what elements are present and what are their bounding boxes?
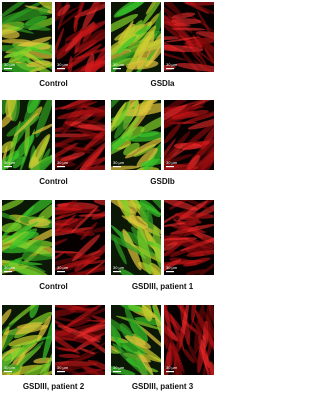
red-channel-image — [164, 200, 214, 275]
merged-image — [111, 100, 161, 170]
scale-bar-label: 30 µm — [4, 62, 16, 67]
panel-label: GSDIII, patient 3 — [132, 382, 194, 391]
red-channel-image — [164, 100, 214, 170]
red-channel-image — [55, 305, 105, 375]
red-channel-image — [55, 100, 105, 170]
scale-bar-label: 30 µm — [113, 160, 125, 165]
merged-image — [111, 200, 161, 275]
merged-image — [111, 305, 161, 375]
scale-bar-label: 30 µm — [113, 62, 125, 67]
panel-label: Control — [39, 79, 67, 88]
scale-bar-label: 30 µm — [4, 160, 16, 165]
panel-label: GSDIb — [150, 177, 175, 186]
red-channel-image — [164, 305, 214, 375]
red-channel-image — [55, 200, 105, 275]
figure: 30 µm 30 µm Control 30 µm 30 µm GSDIa 30 µm 30 … — [2, 2, 214, 391]
scale-bar-label: 30 µm — [113, 265, 125, 270]
red-channel-image — [164, 2, 214, 72]
scale-bar-label: 30 µm — [166, 62, 178, 67]
merged-image — [111, 2, 161, 72]
scale-bar-label: 30 µm — [57, 62, 69, 67]
panel-label: Control — [39, 282, 67, 291]
merged-image — [2, 305, 52, 375]
scale-bar-label: 30 µm — [166, 160, 178, 165]
panel-label: GSDIII, patient 2 — [23, 382, 85, 391]
scale-bar-label: 30 µm — [113, 365, 125, 370]
scale-bar-label: 30 µm — [166, 265, 178, 270]
merged-image — [2, 100, 52, 170]
panel-label: GSDIII, patient 1 — [132, 282, 194, 291]
panel-label: Control — [39, 177, 67, 186]
merged-image — [2, 200, 52, 275]
scale-bar-label: 30 µm — [4, 265, 16, 270]
panel-label: GSDIa — [150, 79, 175, 88]
scale-bar-label: 30 µm — [4, 365, 16, 370]
scale-bar-label: 30 µm — [57, 265, 69, 270]
scale-bar-label: 30 µm — [166, 365, 178, 370]
scale-bar-label: 30 µm — [57, 365, 69, 370]
merged-image — [2, 2, 52, 72]
scale-bar-label: 30 µm — [57, 160, 69, 165]
red-channel-image — [55, 2, 105, 72]
